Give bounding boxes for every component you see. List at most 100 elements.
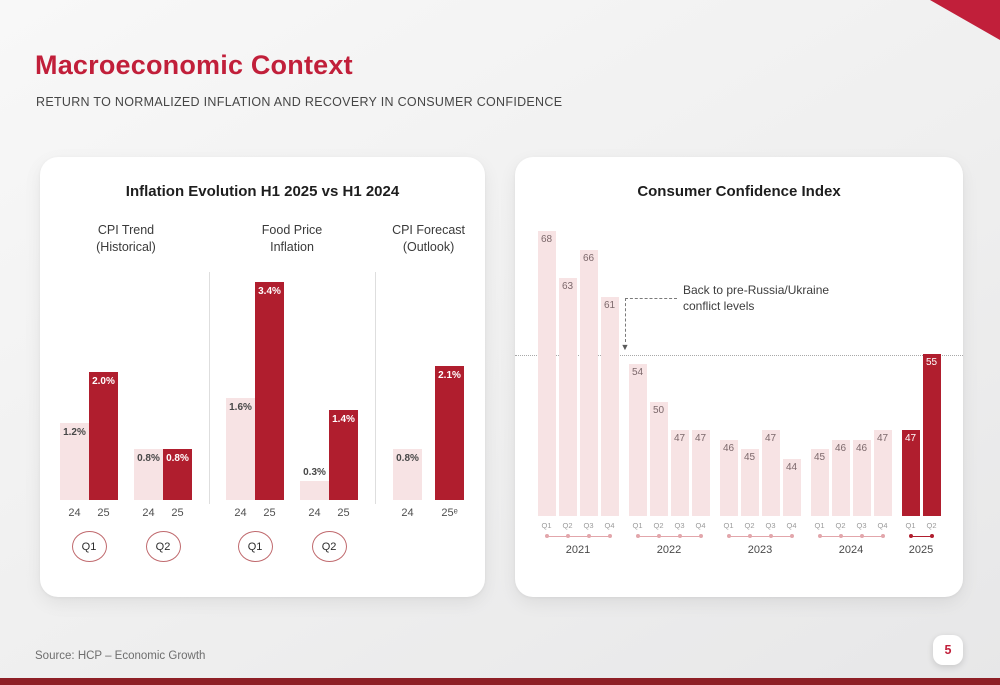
quarter-label: Q4 (786, 521, 797, 530)
bar-value-label: 66 (582, 253, 595, 264)
bar-pair: 0.8% 2.1% (393, 366, 465, 500)
bar-value-label: 2.0% (92, 376, 115, 387)
year-group: 68 63 66 61 Q1 Q2 Q3 Q4 2021 (537, 226, 619, 556)
page-number-badge: 5 (933, 635, 963, 665)
year-label: 2023 (747, 544, 773, 556)
quarter-labels: Q1 Q2 (902, 521, 941, 530)
quarter-label: Q4 (877, 521, 888, 530)
bar-pair: 1.6% 3.4% (226, 282, 285, 500)
year-group: 46 45 47 44 Q1 Q2 Q3 Q4 2023 (719, 226, 801, 556)
x-label: 25 (171, 507, 184, 519)
x-label-pair: 24 25 (60, 507, 118, 519)
bar-dark: 2.0% (89, 372, 118, 500)
bar-pair: 1.2% 2.0% (60, 372, 118, 500)
bar-pair: 0.8% 0.8% (134, 449, 192, 500)
year-label: 2022 (656, 544, 682, 556)
quarter-label: Q3 (765, 521, 776, 530)
timeline-dot (762, 534, 780, 538)
subchart-title-line: Food Price (261, 223, 323, 237)
year-bars: 68 63 66 61 (537, 226, 619, 516)
bar-light: 1.2% (60, 423, 89, 500)
confidence-bar: 50 (649, 402, 668, 516)
timeline-dot (720, 534, 738, 538)
quarter-label: Q4 (604, 521, 615, 530)
confidence-bar: 54 (628, 364, 647, 516)
timeline-dot (811, 534, 829, 538)
quarter-label: Q3 (583, 521, 594, 530)
year-label: 2021 (565, 544, 591, 556)
timeline (538, 532, 619, 540)
bar-plot: 1.6% 3.4% 0.3% 1.4% (226, 272, 359, 500)
timeline-dot (853, 534, 871, 538)
x-axis-labels: 24 25 24 25 (60, 507, 192, 519)
confidence-bar: 47 (670, 430, 689, 516)
confidence-bar: 46 (831, 440, 850, 516)
bar-value-label: 0.8% (396, 453, 419, 464)
timeline-dot (783, 534, 801, 538)
bar-value-label: 68 (540, 234, 553, 245)
annotation-arrow: ▼ (621, 298, 629, 352)
x-label-pair: 24 25 (134, 507, 192, 519)
year-group: 47 55 Q1 Q2 2025 (901, 226, 941, 556)
quarter-badge: Q2 (311, 531, 347, 562)
timeline-dot (629, 534, 647, 538)
annotation-text: Back to pre-Russia/Ukraine conflict leve… (683, 282, 829, 314)
inflation-groups: CPI Trend (Historical) 1.2% 2.0% 0.8% 0.8% 24 2… (40, 222, 485, 562)
quarter-label: Q2 (835, 521, 846, 530)
bar-dark: 2.1% (435, 366, 465, 500)
x-label: 24 (68, 507, 81, 519)
confidence-bar: 61 (600, 297, 619, 516)
timeline-dot (923, 534, 941, 538)
bar-dark: 1.4% (329, 410, 359, 500)
confidence-bar: 63 (558, 278, 577, 516)
year-label: 2025 (908, 544, 934, 556)
confidence-bar: 45 (810, 449, 829, 516)
bar-light: 0.8% (393, 449, 423, 500)
bar-light: 0.8% (134, 449, 163, 500)
year-bars: 47 55 (901, 226, 941, 516)
subchart: CPI Trend (Historical) 1.2% 2.0% 0.8% 0.8% 24 2… (60, 222, 192, 562)
confidence-bar: 47 (901, 430, 920, 516)
bar-value-label: 63 (561, 281, 574, 292)
quarter-cell: Q2 (134, 531, 192, 562)
bar-value-label: 50 (652, 405, 665, 416)
x-label: 25ᵉ (441, 507, 458, 519)
bar-value-label: 3.4% (258, 286, 281, 297)
bar-value-label: 46 (855, 443, 868, 454)
x-axis-labels: 24 25ᵉ (393, 507, 464, 519)
bar-value-label: 47 (904, 433, 917, 444)
x-label-pair: 24 25 (226, 507, 284, 519)
year-bars: 46 45 47 44 (719, 226, 801, 516)
x-label: 25 (97, 507, 110, 519)
bar-dark: 3.4% (255, 282, 285, 500)
page-title: Macroeconomic Context (35, 50, 353, 80)
subchart-title-line: (Historical) (96, 239, 156, 254)
timeline-dot (671, 534, 689, 538)
reference-line (515, 355, 963, 356)
subchart: CPI Forecast (Outlook) 0.8% 2.1% 24 25ᵉ (392, 222, 465, 519)
quarter-badge: Q2 (145, 531, 181, 562)
bar-value-label: 55 (925, 357, 938, 368)
year-bars: 54 50 47 47 (628, 226, 710, 516)
quarter-labels: Q1 Q2 Q3 Q4 (629, 521, 710, 530)
bar-value-label: 47 (764, 433, 777, 444)
confidence-card: Consumer Confidence Index ▼ Back to pre-… (515, 157, 963, 597)
quarter-badge: Q1 (237, 531, 273, 562)
x-label: 25 (263, 507, 276, 519)
subchart-title: CPI Forecast (Outlook) (392, 222, 465, 256)
divider-line (208, 272, 210, 504)
quarter-badge: Q1 (71, 531, 107, 562)
bar-value-label: 0.8% (166, 453, 189, 464)
quarter-cell: Q2 (300, 531, 358, 562)
quarter-row: Q1 Q2 (60, 531, 192, 562)
bar-value-label: 1.2% (63, 427, 86, 438)
confidence-chart-title: Consumer Confidence Index (637, 183, 841, 200)
quarter-label: Q4 (695, 521, 706, 530)
year-group: 45 46 46 47 Q1 Q2 Q3 Q4 2024 (810, 226, 892, 556)
timeline (902, 532, 941, 540)
x-label-pair: 24 25ᵉ (393, 507, 464, 519)
subchart-title-line: Inflation (270, 239, 314, 254)
bar-value-label: 0.8% (137, 453, 160, 464)
confidence-bar: 55 (922, 354, 941, 516)
